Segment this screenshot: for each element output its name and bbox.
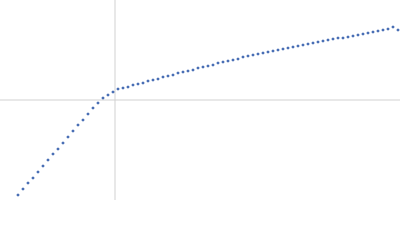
data-point xyxy=(81,118,85,122)
data-point xyxy=(141,81,145,85)
data-point xyxy=(201,65,205,69)
data-point xyxy=(286,46,290,50)
data-point xyxy=(236,57,240,61)
data-point xyxy=(51,152,55,156)
data-point xyxy=(231,58,235,62)
data-point xyxy=(71,129,75,133)
data-point xyxy=(366,31,370,35)
data-point xyxy=(296,44,300,48)
data-point xyxy=(131,83,135,87)
data-point xyxy=(206,64,210,68)
data-point xyxy=(321,39,325,43)
data-point xyxy=(216,61,220,65)
data-point xyxy=(376,29,380,33)
data-point xyxy=(56,147,60,151)
data-point xyxy=(156,77,160,81)
data-point xyxy=(46,158,50,162)
data-point xyxy=(166,74,170,78)
data-point xyxy=(26,181,30,185)
data-point xyxy=(181,70,185,74)
data-point xyxy=(36,170,40,174)
data-point xyxy=(246,54,250,58)
data-point xyxy=(341,36,345,40)
data-point xyxy=(176,71,180,75)
data-point xyxy=(346,35,350,39)
data-point xyxy=(301,43,305,47)
data-point xyxy=(161,75,165,79)
data-point xyxy=(31,176,35,180)
data-point xyxy=(276,48,280,52)
data-point xyxy=(76,123,80,127)
data-point xyxy=(221,60,225,64)
data-point xyxy=(101,96,105,100)
data-point xyxy=(371,30,375,34)
data-point xyxy=(396,28,400,32)
data-point xyxy=(226,59,230,63)
page: (() => { const data = JSON.parse(documen… xyxy=(0,0,400,200)
data-point xyxy=(381,28,385,32)
data-point xyxy=(126,85,130,89)
data-point xyxy=(271,49,275,53)
data-point xyxy=(91,106,95,110)
data-point xyxy=(66,135,70,139)
data-point xyxy=(16,193,20,197)
data-point xyxy=(111,90,115,94)
data-point xyxy=(351,34,355,38)
data-point xyxy=(326,38,330,42)
data-point xyxy=(211,63,215,67)
data-point xyxy=(281,47,285,51)
data-point xyxy=(241,55,245,59)
data-point xyxy=(96,101,100,105)
data-point xyxy=(386,27,390,31)
data-point xyxy=(146,79,150,83)
data-point xyxy=(136,82,140,86)
data-point xyxy=(256,52,260,56)
data-point xyxy=(116,87,120,91)
data-point xyxy=(41,164,45,168)
data-point xyxy=(336,36,340,40)
data-point xyxy=(191,68,195,72)
data-point xyxy=(291,45,295,49)
chart xyxy=(0,0,400,200)
data-point xyxy=(171,73,175,77)
data-point xyxy=(266,50,270,54)
data-point xyxy=(391,25,395,29)
data-point xyxy=(61,141,65,145)
data-point xyxy=(151,78,155,82)
data-point xyxy=(331,37,335,41)
data-point xyxy=(356,33,360,37)
data-point xyxy=(106,93,110,97)
data-point xyxy=(261,51,265,55)
data-point xyxy=(196,66,200,70)
data-point xyxy=(121,86,125,90)
data-point xyxy=(316,40,320,44)
data-point xyxy=(311,41,315,45)
data-point xyxy=(21,187,25,191)
data-point xyxy=(251,53,255,57)
data-point xyxy=(186,69,190,73)
data-point xyxy=(361,32,365,36)
data-point xyxy=(306,42,310,46)
data-point xyxy=(86,112,90,116)
